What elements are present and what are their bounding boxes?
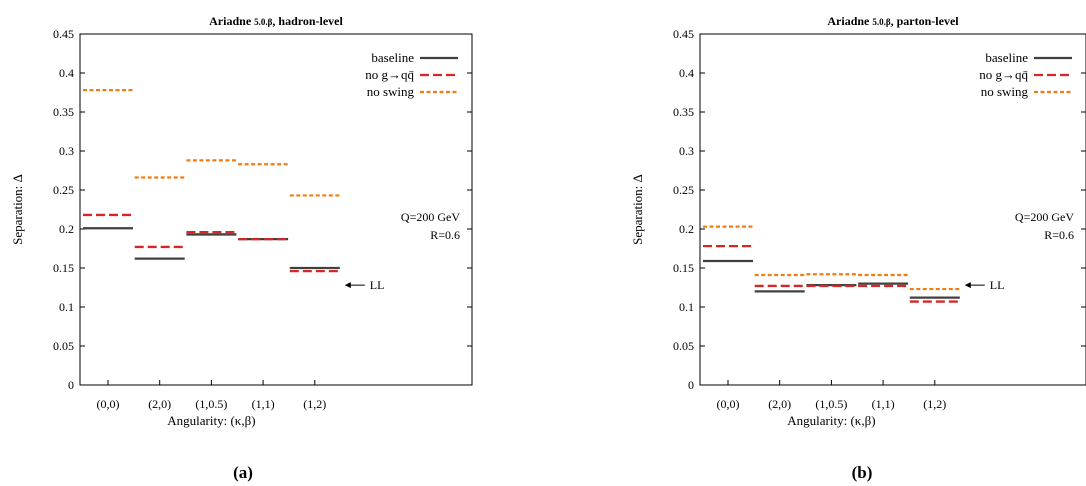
y-tick-label: 0.25 bbox=[53, 183, 74, 197]
y-tick-label: 0.1 bbox=[679, 300, 694, 314]
y-tick-label: 0.4 bbox=[679, 66, 694, 80]
title-suffix: , hadron-level bbox=[272, 14, 343, 28]
legend-label: baseline bbox=[371, 50, 414, 65]
x-tick-label: (1,1) bbox=[872, 397, 895, 411]
x-tick-label: (0,0) bbox=[97, 397, 120, 411]
legend-label: baseline bbox=[985, 50, 1028, 65]
legend-label: no g→qq̄ bbox=[365, 67, 414, 82]
y-tick-label: 0.2 bbox=[679, 222, 694, 236]
x-tick-label: (2,0) bbox=[768, 397, 791, 411]
energy-label: Q=200 GeV bbox=[401, 210, 460, 224]
legend-label: no g→qq̄ bbox=[979, 67, 1028, 82]
panel-a: 0 0.05 0.1 0.15 0.2 0.25 0.3 0.35 0.4 0.45 (0,0) (2… bbox=[10, 14, 473, 482]
y-tick-label: 0.2 bbox=[59, 222, 74, 236]
radius-label: R=0.6 bbox=[1044, 228, 1074, 242]
legend-label: no swing bbox=[367, 84, 415, 99]
ll-arrow-icon bbox=[964, 282, 971, 289]
radius-label: R=0.6 bbox=[430, 228, 460, 242]
chart-title: Ariadne 5.0.β, parton-level bbox=[827, 14, 959, 28]
x-tick-label: (1,1) bbox=[252, 397, 275, 411]
plot-frame bbox=[699, 33, 1086, 386]
plot-frame bbox=[79, 33, 473, 386]
x-tick-label: (1,0.5) bbox=[815, 397, 847, 411]
y-tick-label: 0.35 bbox=[673, 105, 694, 119]
y-tick-label: 0.15 bbox=[673, 261, 694, 275]
y-tick-label: 0.3 bbox=[679, 144, 694, 158]
y-axis-label: Separation: Δ bbox=[630, 174, 645, 245]
ll-label: LL bbox=[370, 278, 385, 292]
y-tick-label: 0.05 bbox=[673, 339, 694, 353]
x-axis-label: Angularity: (κ,β) bbox=[167, 413, 255, 428]
y-tick-label: 0.05 bbox=[53, 339, 74, 353]
x-tick-label: (1,2) bbox=[923, 397, 946, 411]
y-tick-label: 0.45 bbox=[673, 27, 694, 41]
y-tick-label: 0.45 bbox=[53, 27, 74, 41]
subfigure-label: (b) bbox=[852, 463, 873, 482]
x-tick-label: (1,0.5) bbox=[195, 397, 227, 411]
title-version: 5.0.β bbox=[254, 17, 273, 27]
y-tick-label: 0.15 bbox=[53, 261, 74, 275]
y-axis-label: Separation: Δ bbox=[10, 174, 25, 245]
y-tick-label: 0 bbox=[688, 378, 694, 392]
y-tick-label: 0.25 bbox=[673, 183, 694, 197]
legend-label: no swing bbox=[981, 84, 1029, 99]
y-tick-label: 0.3 bbox=[59, 144, 74, 158]
x-axis-label: Angularity: (κ,β) bbox=[787, 413, 875, 428]
y-tick-label: 0.35 bbox=[53, 105, 74, 119]
title-name: Ariadne bbox=[209, 14, 254, 28]
x-tick-label: (2,0) bbox=[148, 397, 171, 411]
x-tick-label: (0,0) bbox=[717, 397, 740, 411]
title-name: Ariadne bbox=[827, 14, 872, 28]
ll-label: LL bbox=[990, 278, 1005, 292]
y-tick-label: 0.4 bbox=[59, 66, 74, 80]
y-tick-label: 0 bbox=[68, 378, 74, 392]
panel-b: 0 0.05 0.1 0.15 0.2 0.25 0.3 0.35 0.4 0.45 (0,0) (2… bbox=[630, 14, 1086, 482]
y-tick-label: 0.1 bbox=[59, 300, 74, 314]
title-version: 5.0.β bbox=[872, 17, 891, 27]
energy-label: Q=200 GeV bbox=[1015, 210, 1074, 224]
subfigure-label: (a) bbox=[233, 463, 253, 482]
x-tick-label: (1,2) bbox=[303, 397, 326, 411]
title-suffix: , parton-level bbox=[891, 14, 960, 28]
ll-arrow-icon bbox=[344, 282, 351, 289]
chart-title: Ariadne 5.0.β, hadron-level bbox=[209, 14, 343, 28]
